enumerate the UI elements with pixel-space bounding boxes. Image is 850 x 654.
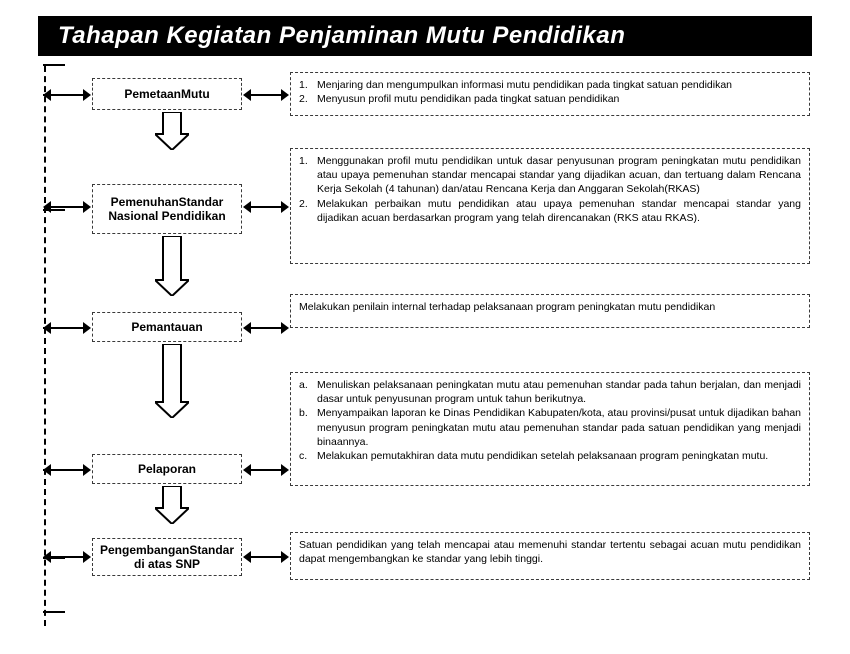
connector-desc: [250, 94, 282, 96]
timeline-tick: [43, 64, 65, 66]
stage-box-pemenuhan: PemenuhanStandar Nasional Pendidikan: [92, 184, 242, 234]
desc-item: c.Melakukan pemutakhiran data mutu pendi…: [299, 449, 801, 463]
flow-arrow-icon: [155, 486, 189, 529]
flow-arrow-icon: [155, 236, 189, 301]
flow-diagram: PemetaanMutu1.Menjaring dan mengumpulkan…: [0, 66, 850, 626]
list-text: Melakukan penilain internal terhadap pel…: [299, 300, 801, 314]
stage-box-pengembangan: PengembanganStandar di atas SNP: [92, 538, 242, 576]
list-text: Melakukan perbaikan mutu pendidikan atau…: [317, 197, 801, 225]
flow-arrow-icon: [155, 344, 189, 423]
connector-desc: [250, 206, 282, 208]
connector-desc: [250, 556, 282, 558]
connector-timeline: [50, 469, 84, 471]
list-marker: 1.: [299, 154, 317, 197]
list-marker: a.: [299, 378, 317, 406]
stage-box-pemetaan: PemetaanMutu: [92, 78, 242, 110]
connector-timeline: [50, 94, 84, 96]
list-marker: b.: [299, 406, 317, 449]
stage-box-pelaporan: Pelaporan: [92, 454, 242, 484]
desc-item: Melakukan penilain internal terhadap pel…: [299, 300, 801, 314]
list-text: Menyusun profil mutu pendidikan pada tin…: [317, 92, 801, 106]
stage-box-pemantauan: Pemantauan: [92, 312, 242, 342]
stage-desc-pelaporan: a.Menuliskan pelaksanaan peningkatan mut…: [290, 372, 810, 486]
connector-desc: [250, 327, 282, 329]
desc-item: Satuan pendidikan yang telah mencapai at…: [299, 538, 801, 566]
connector-timeline: [50, 556, 84, 558]
list-text: Menyampaikan laporan ke Dinas Pendidikan…: [317, 406, 801, 449]
connector-timeline: [50, 206, 84, 208]
stage-desc-pengembangan: Satuan pendidikan yang telah mencapai at…: [290, 532, 810, 580]
desc-item: a.Menuliskan pelaksanaan peningkatan mut…: [299, 378, 801, 406]
timeline-tick: [43, 611, 65, 613]
list-text: Menggunakan profil mutu pendidikan untuk…: [317, 154, 801, 197]
stage-desc-pemetaan: 1.Menjaring dan mengumpulkan informasi m…: [290, 72, 810, 116]
desc-item: b.Menyampaikan laporan ke Dinas Pendidik…: [299, 406, 801, 449]
list-marker: c.: [299, 449, 317, 463]
list-text: Menuliskan pelaksanaan peningkatan mutu …: [317, 378, 801, 406]
flow-arrow-icon: [155, 112, 189, 155]
connector-desc: [250, 469, 282, 471]
desc-item: 2.Menyusun profil mutu pendidikan pada t…: [299, 92, 801, 106]
desc-item: 1.Menggunakan profil mutu pendidikan unt…: [299, 154, 801, 197]
list-marker: 2.: [299, 92, 317, 106]
page-title: Tahapan Kegiatan Penjaminan Mutu Pendidi…: [38, 16, 812, 56]
desc-item: 2.Melakukan perbaikan mutu pendidikan at…: [299, 197, 801, 225]
desc-item: 1.Menjaring dan mengumpulkan informasi m…: [299, 78, 801, 92]
list-text: Satuan pendidikan yang telah mencapai at…: [299, 538, 801, 566]
list-text: Melakukan pemutakhiran data mutu pendidi…: [317, 449, 801, 463]
list-marker: 2.: [299, 197, 317, 225]
list-marker: 1.: [299, 78, 317, 92]
stage-desc-pemantauan: Melakukan penilain internal terhadap pel…: [290, 294, 810, 328]
timeline-axis: [44, 66, 46, 626]
stage-desc-pemenuhan: 1.Menggunakan profil mutu pendidikan unt…: [290, 148, 810, 264]
connector-timeline: [50, 327, 84, 329]
list-text: Menjaring dan mengumpulkan informasi mut…: [317, 78, 801, 92]
